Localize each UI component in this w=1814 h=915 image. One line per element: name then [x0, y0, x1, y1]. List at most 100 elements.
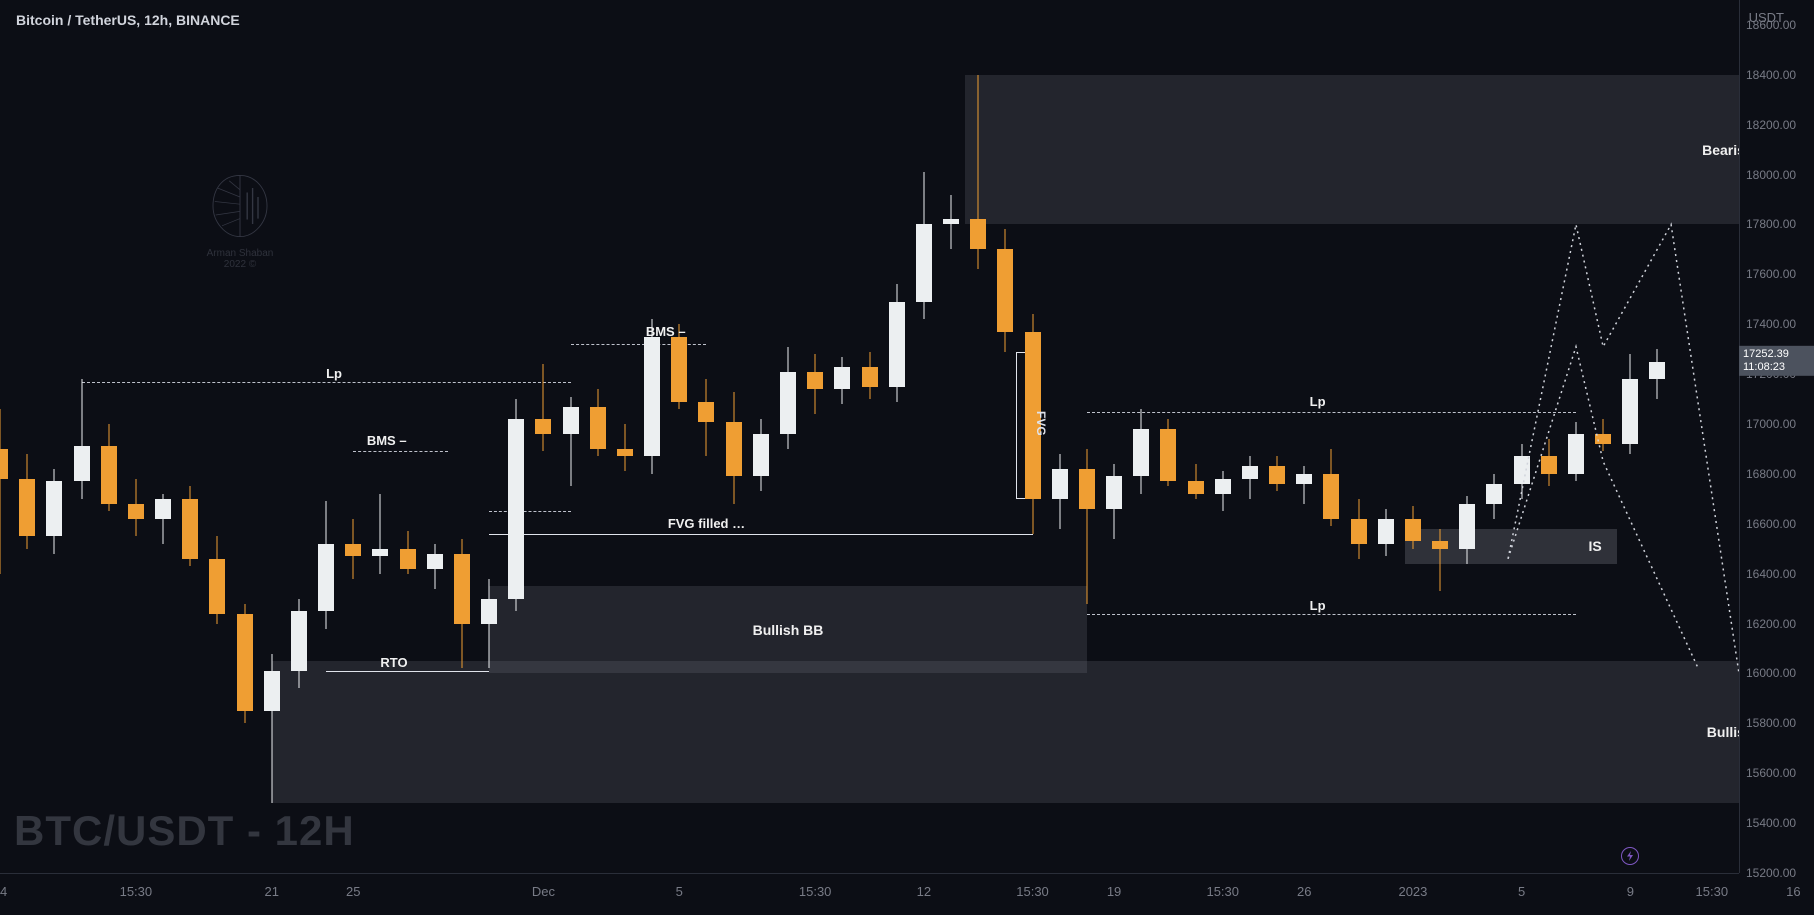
candle: [1459, 0, 1475, 873]
candle: [1052, 0, 1068, 873]
x-tick-label: 14: [0, 884, 7, 899]
candle: [318, 0, 334, 873]
candle: [182, 0, 198, 873]
candle: [780, 0, 796, 873]
y-tick-label: 16400.00: [1746, 567, 1796, 581]
x-tick-label: 15:30: [120, 884, 153, 899]
candle: [1025, 0, 1041, 873]
y-tick-label: 17800.00: [1746, 217, 1796, 231]
candle: [0, 0, 8, 873]
candle: [1215, 0, 1231, 873]
y-tick-label: 17600.00: [1746, 267, 1796, 281]
candle: [1649, 0, 1665, 873]
candle: [590, 0, 606, 873]
candle: [535, 0, 551, 873]
x-tick-label: 25: [346, 884, 360, 899]
y-tick-label: 18200.00: [1746, 118, 1796, 132]
y-tick-label: 18000.00: [1746, 168, 1796, 182]
candle: [264, 0, 280, 873]
candle: [698, 0, 714, 873]
lp-low-label: Lp: [1310, 598, 1326, 613]
last-price-tag: 17252.39 11:08:23: [1739, 346, 1814, 376]
x-tick-label: 15:30: [1206, 884, 1239, 899]
candle: [508, 0, 524, 873]
candle: [46, 0, 62, 873]
candle: [1351, 0, 1367, 873]
candle: [19, 0, 35, 873]
y-tick-label: 15200.00: [1746, 866, 1796, 880]
candle: [726, 0, 742, 873]
y-tick-label: 16200.00: [1746, 617, 1796, 631]
candle: [1133, 0, 1149, 873]
x-tick-label: 15:30: [1016, 884, 1049, 899]
candle: [563, 0, 579, 873]
x-tick-label: 15:30: [1696, 884, 1729, 899]
y-tick-label: 15400.00: [1746, 816, 1796, 830]
bms2-label: BMS –: [646, 324, 686, 339]
x-tick-label: 5: [676, 884, 683, 899]
candle: [155, 0, 171, 873]
y-tick-label: 16000.00: [1746, 666, 1796, 680]
rto-label: RTO: [380, 655, 407, 670]
candle: [237, 0, 253, 873]
y-tick-label: 17400.00: [1746, 317, 1796, 331]
candle: [1514, 0, 1530, 873]
candle: [1486, 0, 1502, 873]
fvg-label: FVG: [1034, 411, 1048, 436]
candle: [943, 0, 959, 873]
candle: [644, 0, 660, 873]
candle: [1595, 0, 1611, 873]
x-tick-label: 15:30: [799, 884, 832, 899]
candle: [1378, 0, 1394, 873]
candle: [1106, 0, 1122, 873]
chart-plot-area[interactable]: Bearish OBBullish BBBullish OBISLpBMS –B…: [0, 0, 1739, 873]
candle: [1242, 0, 1258, 873]
candle: [970, 0, 986, 873]
y-tick-label: 15600.00: [1746, 766, 1796, 780]
candle: [1188, 0, 1204, 873]
x-tick-label: 9: [1627, 884, 1634, 899]
candle: [862, 0, 878, 873]
fvg-filled-label: FVG filled …: [668, 516, 745, 531]
candle: [1541, 0, 1557, 873]
bms1-label: BMS –: [367, 433, 407, 448]
bullish-ob-label: Bullish OB: [1707, 724, 1739, 740]
candle: [345, 0, 361, 873]
candle: [834, 0, 850, 873]
candle: [889, 0, 905, 873]
candle: [101, 0, 117, 873]
y-tick-label: 17000.00: [1746, 417, 1796, 431]
candle: [1622, 0, 1638, 873]
bearish-ob-label: Bearish OB: [1702, 142, 1739, 158]
candle: [427, 0, 443, 873]
candle: [1568, 0, 1584, 873]
lp-top-label: Lp: [326, 366, 342, 381]
y-tick-label: 15800.00: [1746, 716, 1796, 730]
lp-lower-dash: [489, 511, 571, 512]
y-tick-label: 18400.00: [1746, 68, 1796, 82]
x-tick-label: Dec: [532, 884, 555, 899]
candle: [454, 0, 470, 873]
autoscale-bolt-icon[interactable]: [1621, 847, 1639, 865]
candle: [671, 0, 687, 873]
candle: [1405, 0, 1421, 873]
candle: [997, 0, 1013, 873]
x-axis[interactable]: 1415:302125Dec515:301215:301915:30262023…: [0, 873, 1739, 915]
lp-mid-label: Lp: [1310, 394, 1326, 409]
candle: [74, 0, 90, 873]
x-tick-label: 2023: [1398, 884, 1427, 899]
candle: [1432, 0, 1448, 873]
candle: [1160, 0, 1176, 873]
candle: [807, 0, 823, 873]
candle: [291, 0, 307, 873]
candle: [617, 0, 633, 873]
x-tick-label: 16: [1786, 884, 1800, 899]
chart-title: Bitcoin / TetherUS, 12h, BINANCE: [16, 12, 240, 28]
y-axis[interactable]: 15200.0015400.0015600.0015800.0016000.00…: [1739, 0, 1814, 873]
x-tick-label: 5: [1518, 884, 1525, 899]
candle: [128, 0, 144, 873]
candle: [916, 0, 932, 873]
y-tick-label: 16600.00: [1746, 517, 1796, 531]
candle: [1296, 0, 1312, 873]
x-tick-label: 12: [917, 884, 931, 899]
